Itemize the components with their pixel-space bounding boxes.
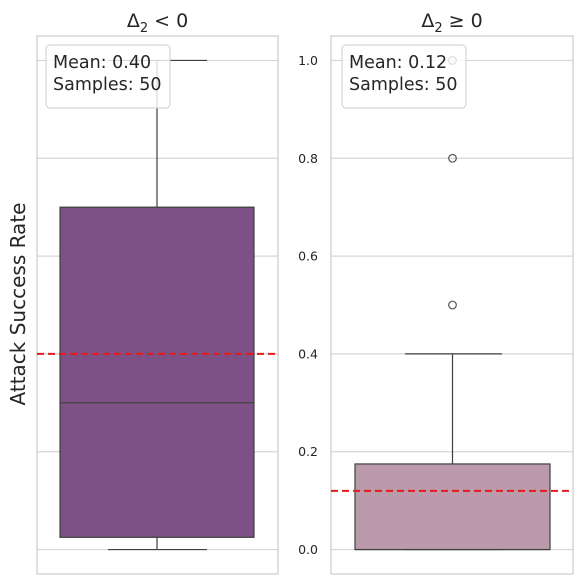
- panel-title-part: ≥ 0: [443, 10, 483, 32]
- panel-title-part: Δ: [127, 10, 140, 32]
- stats-samples-text: Samples: 50: [53, 75, 161, 95]
- panel-title-part: < 0: [148, 10, 188, 32]
- y-tick-label: 0.4: [298, 346, 318, 361]
- iqr-box: [354, 463, 551, 551]
- y-tick-label: 0.0: [298, 542, 318, 557]
- stats-mean-text: Mean: 0.40: [53, 53, 151, 73]
- panel-title-part: Δ: [421, 10, 434, 32]
- panel-title-part: 2: [140, 21, 148, 36]
- plot-frame: [36, 35, 279, 575]
- y-axis-label: Attack Success Rate: [6, 203, 30, 406]
- panel-2: 0.0 0.2 0.4 0.6 0.8 1.0 Δ2 ≥ 0 Mean: 0.12Sample…: [298, 10, 574, 575]
- stats-box: [341, 44, 467, 109]
- panel-title-part: 2: [434, 21, 442, 36]
- panel-title: Δ2 < 0: [127, 10, 188, 36]
- y-tick-label: 0.6: [298, 249, 318, 264]
- outlier-point: [448, 153, 457, 163]
- stats-samples-text: Samples: 50: [349, 75, 457, 95]
- iqr-box: [59, 206, 255, 538]
- y-tick-label: 1.0: [298, 53, 318, 68]
- y-tick-label: 0.2: [298, 444, 318, 459]
- plot-frame: [330, 35, 574, 575]
- stats-mean-text: Mean: 0.12: [349, 53, 447, 73]
- panel-title: Δ2 ≥ 0: [421, 10, 482, 36]
- y-tick-label: 0.8: [298, 151, 318, 166]
- outlier-point: [448, 300, 457, 310]
- stats-box: [45, 44, 171, 109]
